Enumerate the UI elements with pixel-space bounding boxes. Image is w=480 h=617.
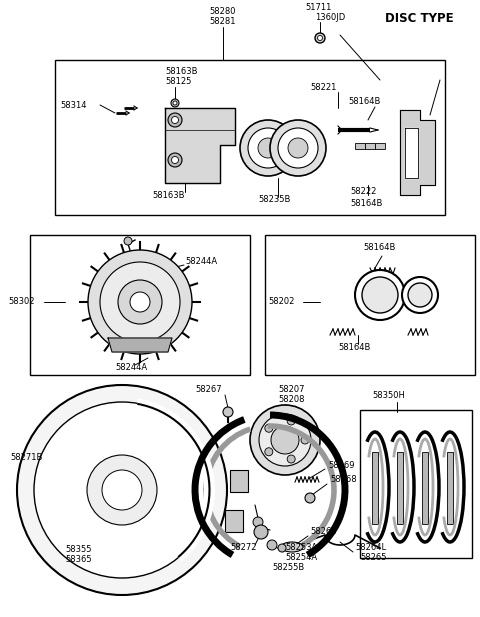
Circle shape [305, 493, 315, 503]
Text: 58244A: 58244A [115, 363, 147, 373]
Circle shape [248, 128, 288, 168]
Bar [375, 143, 385, 149]
Text: 58265: 58265 [360, 553, 386, 563]
Circle shape [287, 455, 295, 463]
Circle shape [171, 157, 179, 164]
Text: 58264L: 58264L [355, 544, 386, 552]
Text: 58272: 58272 [230, 544, 256, 552]
Text: 58222: 58222 [350, 188, 376, 196]
Circle shape [250, 405, 320, 475]
Circle shape [130, 292, 150, 312]
Circle shape [240, 120, 296, 176]
Text: 58254A: 58254A [285, 553, 317, 563]
Text: 58163B: 58163B [152, 191, 184, 199]
Circle shape [102, 470, 142, 510]
Bar [230, 470, 248, 492]
Text: 58253A: 58253A [285, 544, 317, 552]
Circle shape [100, 262, 180, 342]
Circle shape [173, 101, 177, 105]
Circle shape [124, 237, 132, 245]
Bar [422, 452, 428, 524]
Text: 58208: 58208 [278, 395, 304, 405]
Text: 58202: 58202 [268, 297, 294, 307]
Circle shape [254, 525, 268, 539]
Text: 58271B: 58271B [10, 453, 42, 463]
Circle shape [355, 270, 405, 320]
Circle shape [271, 426, 299, 454]
Circle shape [88, 250, 192, 354]
Bar [30, 235, 250, 375]
Circle shape [278, 128, 318, 168]
Text: 58302: 58302 [8, 297, 35, 307]
Text: 58266: 58266 [310, 528, 336, 537]
Text: 58164B: 58164B [363, 244, 396, 252]
Circle shape [171, 117, 179, 123]
Circle shape [34, 402, 210, 578]
Circle shape [408, 283, 432, 307]
Circle shape [258, 138, 278, 158]
Bar [360, 410, 472, 558]
Circle shape [118, 280, 162, 324]
Circle shape [168, 113, 182, 127]
Text: 58281: 58281 [210, 17, 236, 27]
Polygon shape [400, 110, 435, 195]
Text: 58244A: 58244A [185, 257, 217, 267]
Text: 58255B: 58255B [272, 563, 304, 573]
Polygon shape [405, 128, 418, 178]
Polygon shape [165, 108, 235, 183]
Bar [447, 452, 453, 524]
Circle shape [402, 277, 438, 313]
Text: 58164B: 58164B [348, 97, 380, 107]
Bar [225, 510, 243, 532]
Text: DISC TYPE: DISC TYPE [385, 12, 454, 25]
Circle shape [168, 153, 182, 167]
Text: 58280: 58280 [210, 7, 236, 17]
Text: 58221: 58221 [310, 83, 336, 93]
Circle shape [362, 277, 398, 313]
Text: 58163B: 58163B [165, 67, 197, 77]
Circle shape [171, 99, 179, 107]
Text: 1360JD: 1360JD [315, 14, 345, 22]
Text: 51711: 51711 [305, 4, 331, 12]
Text: 58269: 58269 [328, 460, 355, 470]
Text: 58207: 58207 [278, 386, 304, 394]
Text: 58235B: 58235B [258, 196, 290, 204]
Text: 58164B: 58164B [350, 199, 383, 209]
Text: 58268: 58268 [330, 476, 357, 484]
Circle shape [287, 417, 295, 425]
Bar [397, 452, 403, 524]
Text: 58350H: 58350H [372, 391, 405, 399]
Circle shape [317, 36, 323, 41]
Text: 58355: 58355 [65, 545, 92, 555]
Circle shape [253, 517, 263, 527]
Text: 58314: 58314 [60, 101, 86, 109]
Bar [355, 143, 365, 149]
Text: 58164B: 58164B [338, 344, 371, 352]
Circle shape [17, 385, 227, 595]
Ellipse shape [281, 542, 303, 552]
Bar [55, 60, 445, 215]
Circle shape [301, 436, 309, 444]
Circle shape [315, 33, 325, 43]
Text: 58125: 58125 [165, 78, 192, 86]
Circle shape [278, 544, 286, 552]
Bar [265, 235, 475, 375]
Circle shape [265, 424, 273, 433]
Circle shape [223, 407, 233, 417]
Text: 58267: 58267 [195, 386, 222, 394]
Polygon shape [108, 338, 172, 352]
Circle shape [259, 414, 311, 466]
Circle shape [267, 540, 277, 550]
Bar [372, 452, 378, 524]
Circle shape [87, 455, 157, 525]
Circle shape [288, 138, 308, 158]
Bar [365, 143, 375, 149]
Circle shape [270, 120, 326, 176]
Text: 58365: 58365 [65, 555, 92, 565]
Circle shape [265, 448, 273, 456]
